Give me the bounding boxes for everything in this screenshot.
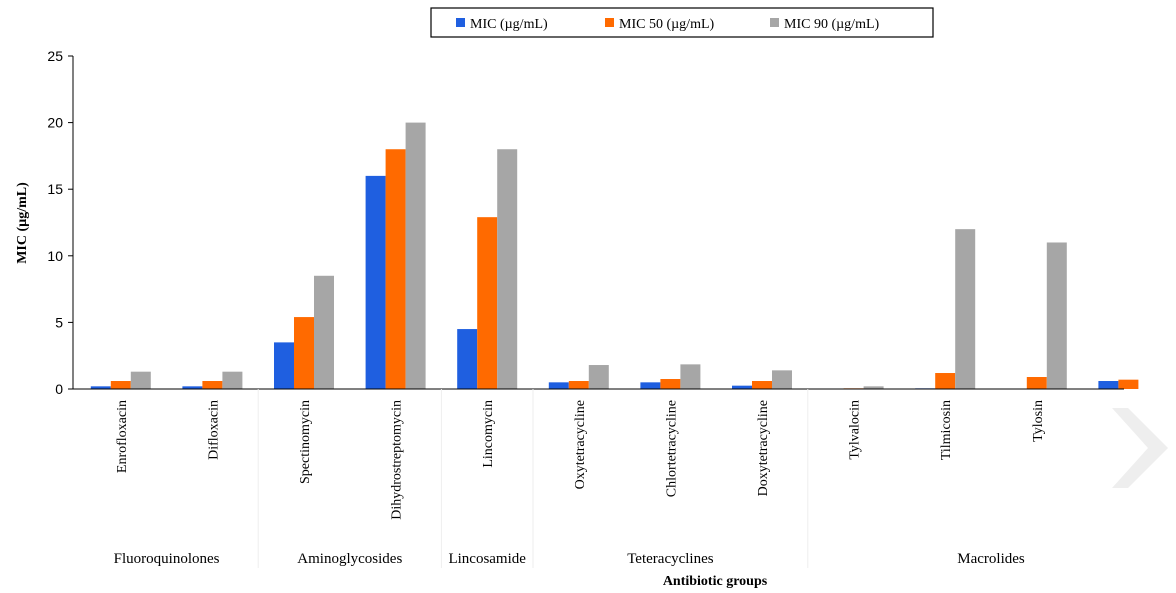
- legend-swatch: [770, 18, 779, 27]
- category-label: Chlortetracycline: [664, 400, 679, 497]
- category-label: Lincomycin: [481, 400, 496, 468]
- bar-difloxacin-series-3: [222, 371, 243, 389]
- y-tick-label: 25: [47, 48, 63, 64]
- category-label: Dihydrostreptomycin: [390, 400, 405, 520]
- bar-unlabeled-series-1: [1098, 381, 1119, 389]
- bar-spectinomycin-series-1: [274, 342, 294, 389]
- category-label: Spectinomycin: [298, 400, 313, 484]
- bar-dihydrostreptomycin-series-2: [385, 149, 406, 389]
- category-label: Enrofloxacin: [115, 400, 130, 473]
- bar-tilmicosin-series-3: [955, 229, 976, 389]
- legend-swatch: [605, 18, 614, 27]
- bar-spectinomycin-series-2: [294, 317, 314, 389]
- bar-tylosin-series-2: [1026, 377, 1047, 389]
- legend-entry: MIC 50 (µg/mL): [619, 17, 715, 32]
- legend: MIC (µg/mL) MIC 50 (µg/mL) MIC 90 (µg/mL): [430, 7, 934, 38]
- y-tick-label: 20: [47, 115, 63, 131]
- y-tick-label: 5: [55, 314, 63, 330]
- bar-lincomycin-series-2: [477, 217, 498, 389]
- bar-difloxacin-series-1: [182, 386, 203, 389]
- legend-entry: MIC (µg/mL): [470, 17, 548, 32]
- category-label: Tylosin: [1031, 400, 1046, 442]
- category-label: Difloxacin: [206, 400, 221, 460]
- legend-swatch: [456, 18, 465, 27]
- category-label: Tilmicosin: [939, 400, 954, 460]
- y-tick-label: 10: [47, 248, 63, 264]
- bar-enrofloxacin-series-2: [110, 381, 131, 389]
- group-label-aminoglycosides: Aminoglycosides: [297, 551, 402, 567]
- bar-doxytetracycline-series-3: [772, 370, 792, 389]
- bar-chlortetracycline-series-2: [660, 379, 681, 389]
- bar-tylosin-series-3: [1046, 242, 1067, 389]
- y-axis-title: MIC (µg/mL): [15, 182, 30, 264]
- bar-oxytetracycline-series-3: [588, 365, 609, 389]
- category-label: Doxytetracycline: [756, 400, 771, 496]
- y-axis: 0 5 10 15 20 25: [47, 48, 74, 397]
- chevron-decoration-icon: [1112, 408, 1168, 488]
- legend-entry: MIC 90 (µg/mL): [784, 17, 880, 32]
- bar-tylvalocin-series-3: [863, 386, 884, 389]
- bar-difloxacin-series-2: [202, 381, 223, 389]
- bar-tilmicosin-series-2: [935, 373, 956, 389]
- category-label: Oxytetracycline: [573, 400, 588, 489]
- bar-oxytetracycline-series-2: [568, 381, 589, 389]
- bar-dihydrostreptomycin-series-3: [405, 122, 426, 389]
- y-tick-label: 0: [55, 381, 63, 397]
- bar-lincomycin-series-3: [497, 149, 518, 389]
- bar-enrofloxacin-series-3: [130, 371, 151, 389]
- group-label-macrolides: Macrolides: [957, 551, 1025, 567]
- bar-doxytetracycline-series-1: [732, 385, 752, 389]
- group-label-teteracyclines: Teteracyclines: [627, 551, 714, 567]
- bar-oxytetracycline-series-1: [548, 382, 569, 389]
- bars: [90, 122, 1139, 389]
- y-tick-label: 15: [47, 181, 63, 197]
- category-label: Tylvalocin: [848, 400, 863, 460]
- bar-chlortetracycline-series-3: [680, 364, 701, 389]
- bar-spectinomycin-series-3: [314, 275, 334, 389]
- bar-unlabeled-series-2: [1118, 379, 1139, 389]
- group-label-fluoroquinolones: Fluoroquinolones: [114, 551, 220, 567]
- x-axis: Enrofloxacin Difloxacin Spectinomycin Dihyd…: [73, 388, 1124, 568]
- bar-dihydrostreptomycin-series-1: [365, 175, 386, 389]
- bar-enrofloxacin-series-1: [90, 386, 111, 389]
- legend-box: [430, 7, 934, 38]
- group-label-lincosamide: Lincosamide: [448, 551, 526, 567]
- bar-chlortetracycline-series-1: [640, 382, 661, 389]
- bar-doxytetracycline-series-2: [752, 381, 772, 389]
- x-axis-title: Antibiotic groups: [663, 574, 768, 589]
- bar-lincomycin-series-1: [457, 329, 478, 389]
